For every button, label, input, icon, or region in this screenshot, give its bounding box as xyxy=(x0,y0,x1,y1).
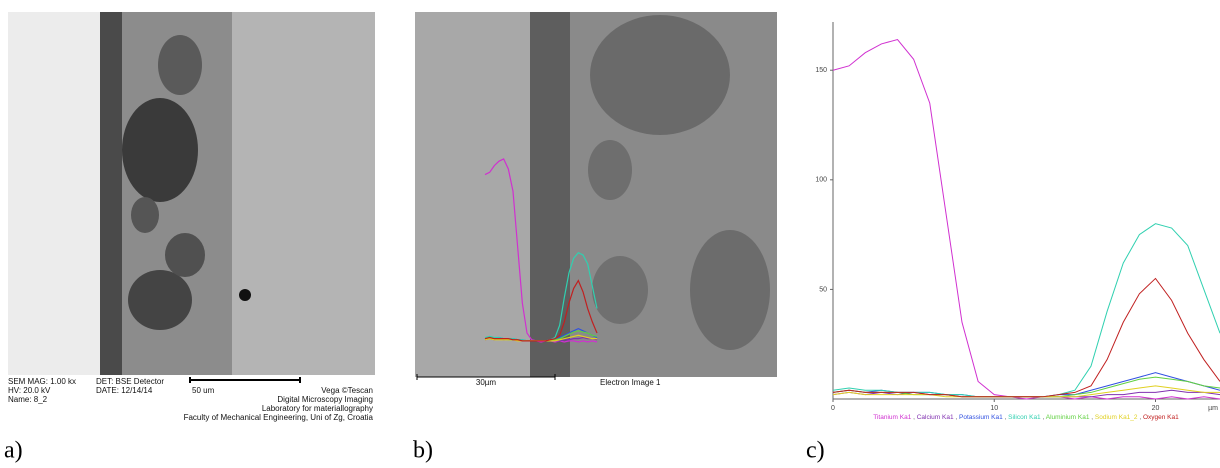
legend-entry: Silicon Ka1 xyxy=(1008,414,1041,421)
series-line xyxy=(832,38,1220,400)
y-tick-label: 50 xyxy=(819,286,827,293)
info-text: Laboratory for materiallography xyxy=(262,404,373,413)
scale-bar xyxy=(416,374,556,380)
info-text: SEM MAG: 1.00 kx xyxy=(8,377,76,386)
x-tick-label: 10 xyxy=(990,405,998,412)
legend-entry: Calcium Ka1 xyxy=(917,414,954,421)
legend-entry: Sodium Ka1_2 xyxy=(1095,414,1138,421)
legend-entry: Aluminium Ka1 xyxy=(1046,414,1090,421)
x-axis-label: µm xyxy=(1208,405,1218,412)
panel-label: c) xyxy=(806,438,825,464)
info-text: Digital Microscopy Imaging xyxy=(277,395,373,404)
chart: 50 100 150 0 10 20 µm Titanium Ka1 , Calcium Ka… xyxy=(815,22,1220,421)
scale-text: 30µm xyxy=(476,378,497,387)
series-line xyxy=(484,158,598,343)
panel-label: b) xyxy=(413,438,433,464)
mini-linescan xyxy=(484,158,598,343)
x-tick-label: 0 xyxy=(831,405,835,412)
legend-entry: Titanium Ka1 xyxy=(873,414,911,421)
scale-bar xyxy=(189,377,301,383)
info-text: HV: 20.0 kV xyxy=(8,386,51,395)
scale-text: 50 um xyxy=(192,386,215,395)
info-text: Faculty of Mechanical Engineering, Uni o… xyxy=(184,413,374,422)
legend-entry: Potassium Ka1 xyxy=(959,414,1003,421)
info-text: DET: BSE Detector xyxy=(96,377,164,386)
info-text: Vega ©Tescan xyxy=(321,386,373,395)
sem-image-a xyxy=(8,12,375,437)
series-line xyxy=(832,372,1220,398)
info-text: DATE: 12/14/14 xyxy=(96,386,153,395)
y-tick-label: 100 xyxy=(815,177,827,184)
series-line xyxy=(832,277,1220,398)
legend-entry: Oxygen Ka1 xyxy=(1143,414,1179,421)
legend: Titanium Ka1 , Calcium Ka1 , Potassium K… xyxy=(873,414,1179,421)
x-tick-label: 20 xyxy=(1152,405,1160,412)
series-line xyxy=(832,223,1220,398)
series-line xyxy=(484,279,598,342)
sem-image-b xyxy=(415,12,777,397)
y-tick-label: 150 xyxy=(815,67,827,74)
panel-label: a) xyxy=(4,438,23,464)
info-text: Name: 8_2 xyxy=(8,395,48,404)
image-caption: Electron Image 1 xyxy=(600,378,661,387)
